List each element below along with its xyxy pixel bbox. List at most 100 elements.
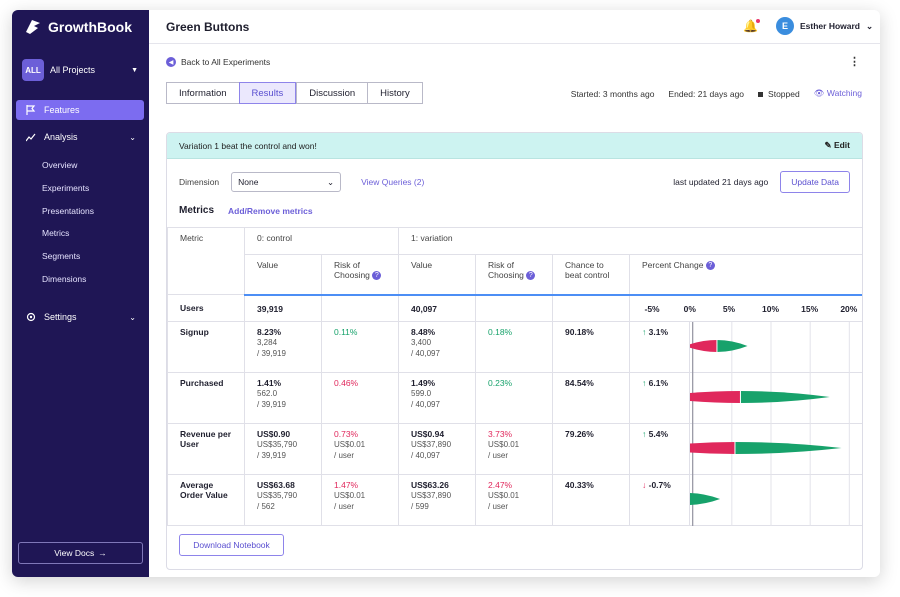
chart-line-icon — [26, 133, 36, 142]
percent-change: 3.1% — [648, 327, 668, 337]
metric-name: Average Order Value — [167, 474, 245, 526]
page-title: Green Buttons — [166, 20, 250, 34]
logo[interactable]: GrowthBook — [24, 18, 132, 36]
header-risk: Risk of Choosing ? — [475, 254, 553, 296]
dimension-value: None — [238, 177, 259, 187]
percent-change-cell: ↓ -0.7% — [629, 474, 690, 526]
ci-negative-half — [690, 442, 735, 454]
view-queries-link[interactable]: View Queries (2) — [361, 177, 425, 187]
control-denominator: / 39,919 — [257, 451, 286, 460]
variation-denominator: / 40,097 — [411, 451, 440, 460]
control-risk-unit: / user — [334, 502, 355, 511]
variation-value: 1.49% — [411, 378, 436, 388]
variation-value: US$0.94 — [411, 429, 445, 439]
table-row: Average Order Value US$63.68 US$35,790 / 5… — [167, 474, 862, 526]
variation-value-cell: US$63.26 US$37,890 / 599 — [398, 474, 476, 526]
control-value: US$0.90 — [257, 429, 291, 439]
control-risk: 0.11% — [334, 327, 358, 337]
sidebar-subitem-experiments[interactable]: Experiments — [42, 183, 90, 193]
results-panel: Variation 1 beat the control and won! ✎ … — [166, 132, 863, 570]
back-link[interactable]: ◀ Back to All Experiments — [166, 57, 270, 67]
table-row: Purchased 1.41% 562.0 / 39,919 0.46% 1.49%… — [167, 372, 862, 424]
dimension-select[interactable]: None ⌄ — [231, 172, 342, 192]
table-row: Revenue per User US$0.90 US$35,790 / 39,91… — [167, 423, 862, 475]
chevron-down-icon: ⌄ — [327, 176, 335, 187]
users-variation: 40,097 — [398, 294, 476, 322]
download-notebook-button[interactable]: Download Notebook — [179, 534, 284, 556]
variation-risk: 3.73% — [488, 429, 513, 439]
ci-violin — [690, 373, 850, 424]
sidebar-item-settings[interactable]: Settings ⌄ — [16, 307, 144, 327]
back-label: Back to All Experiments — [181, 57, 271, 67]
app-window: GrowthBook ALL All Projects ▼ Features A… — [12, 10, 880, 577]
gear-icon — [26, 312, 36, 322]
help-icon[interactable]: ? — [705, 261, 715, 271]
tab-discussion[interactable]: Discussion — [296, 82, 368, 104]
control-value-cell: 1.41% 562.0 / 39,919 — [244, 372, 322, 424]
variation-denominator: / 599 — [411, 502, 429, 511]
header-risk-label: Risk of Choosing — [334, 260, 370, 280]
user-menu[interactable]: E Esther Howard ⌄ — [776, 17, 873, 35]
chevron-down-icon: ⌄ — [129, 132, 136, 142]
control-risk: 1.47% — [334, 480, 359, 490]
chance-to-beat: 90.18% — [552, 321, 630, 373]
control-risk: 0.46% — [334, 378, 359, 388]
ci-graph-cell — [688, 372, 862, 424]
arrow-up-icon: ↑ — [642, 327, 647, 337]
tick-label: 0% — [683, 303, 696, 314]
more-options-icon[interactable]: ⋮ — [849, 56, 860, 68]
sidebar-item-analysis[interactable]: Analysis ⌄ — [16, 127, 144, 147]
flag-icon — [26, 105, 36, 115]
view-docs-button[interactable]: View Docs → — [18, 542, 143, 564]
project-selector[interactable]: ALL All Projects ▼ — [22, 58, 142, 82]
main-content: ◀ Back to All Experiments ⋮ Information … — [149, 44, 880, 577]
variation-risk-amount: US$0.01 — [488, 440, 520, 449]
sidebar-item-label: Analysis — [44, 132, 78, 142]
bell-icon[interactable]: 🔔 — [743, 19, 760, 33]
add-remove-metrics-link[interactable]: Add/Remove metrics — [228, 205, 313, 216]
ci-graph-cell — [688, 474, 862, 526]
ci-positive-half — [716, 340, 748, 352]
ci-violin — [690, 322, 850, 373]
control-risk-cell: 0.73% US$0.01 / user — [321, 423, 399, 475]
control-value-cell: 8.23% 3,284 / 39,919 — [244, 321, 322, 373]
update-data-button[interactable]: Update Data — [780, 171, 850, 193]
help-icon[interactable]: ? — [372, 271, 382, 281]
sidebar-subitem-presentations[interactable]: Presentations — [42, 206, 94, 216]
view-docs-label: View Docs — [54, 548, 95, 558]
variation-denominator: / 40,097 — [411, 349, 440, 358]
control-value-cell: US$0.90 US$35,790 / 39,919 — [244, 423, 322, 475]
sidebar-subitem-segments[interactable]: Segments — [42, 251, 81, 261]
experiment-status: Started: 3 months ago Ended: 21 days ago… — [571, 88, 862, 99]
arrow-left-icon: ◀ — [166, 57, 176, 67]
control-risk-amount: US$0.01 — [334, 440, 366, 449]
axis-ticks: -5% 0% 5% 10% 15% 20% — [628, 294, 862, 322]
edit-button[interactable]: ✎ Edit — [824, 140, 850, 151]
help-icon[interactable]: ? — [526, 271, 536, 281]
users-row: Users 39,919 40,097 -5% 0% 5% 10% 15% 20% — [167, 294, 862, 322]
sidebar-subitem-metrics[interactable]: Metrics — [42, 228, 70, 238]
header-risk-label: Risk of Choosing — [488, 260, 524, 280]
sidebar-subitem-dimensions[interactable]: Dimensions — [42, 274, 87, 284]
tick-label: -5% — [644, 303, 660, 314]
sidebar-item-features[interactable]: Features — [16, 100, 144, 120]
tick-row: -5% 0% 5% 10% 15% 20% — [630, 303, 862, 316]
ended-text: Ended: 21 days ago — [668, 88, 745, 99]
arrow-right-icon: → — [98, 548, 107, 558]
percent-change: 5.4% — [648, 429, 668, 439]
tab-information[interactable]: Information — [166, 82, 239, 104]
chance-to-beat: 40.33% — [552, 474, 630, 526]
tab-history[interactable]: History — [367, 82, 423, 104]
control-value-cell: US$63.68 US$35,790 / 562 — [244, 474, 322, 526]
sidebar-item-label: Settings — [44, 312, 77, 322]
tab-results[interactable]: Results — [238, 82, 297, 104]
notification-dot — [755, 19, 760, 23]
sidebar-subitem-overview[interactable]: Overview — [42, 160, 78, 170]
update-area: last updated 21 days ago Update Data — [673, 171, 850, 193]
variation-value: US$63.26 — [411, 480, 449, 490]
variation-numerator: US$37,890 — [411, 440, 452, 449]
empty-cell — [552, 294, 630, 322]
watch-button[interactable]: 👁 Watching — [814, 88, 862, 99]
control-risk-amount: US$0.01 — [334, 491, 366, 500]
metric-name: Revenue per User — [167, 423, 245, 475]
